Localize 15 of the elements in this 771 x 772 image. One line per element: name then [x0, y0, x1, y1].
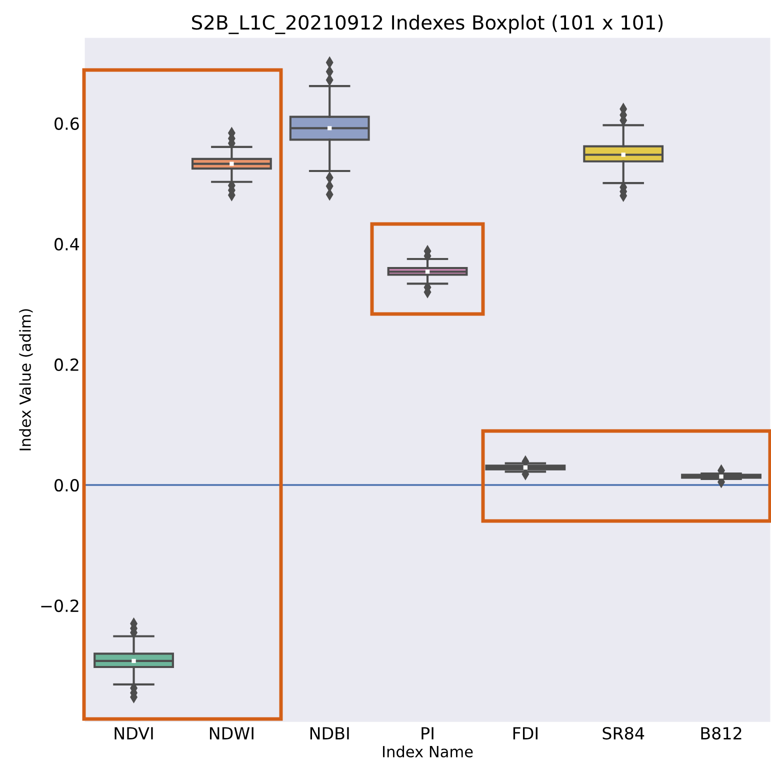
- x-tick-label: NDVI: [114, 727, 153, 740]
- y-tick-label: 0.6: [54, 117, 79, 130]
- x-tick-label: NDWI: [210, 727, 254, 740]
- chart-title: S2B_L1C_20210912 Indexes Boxplot (101 x 101): [192, 14, 663, 34]
- y-tick-label: 0.2: [54, 358, 78, 372]
- x-axis-title: Index Name: [383, 746, 473, 758]
- x-tick-label: FDI: [513, 727, 538, 740]
- x-tick-label: NDBI: [310, 727, 349, 740]
- y-tick-label: −0.2: [41, 599, 78, 612]
- y-tick-label: 0.0: [54, 478, 79, 492]
- y-tick-label: 0.4: [54, 238, 80, 250]
- x-tick-label: PI: [422, 727, 434, 740]
- y-axis-title: Index Value (adim): [19, 309, 33, 450]
- x-tick-label: SR84: [602, 726, 644, 740]
- x-tick-label: B812: [701, 726, 742, 740]
